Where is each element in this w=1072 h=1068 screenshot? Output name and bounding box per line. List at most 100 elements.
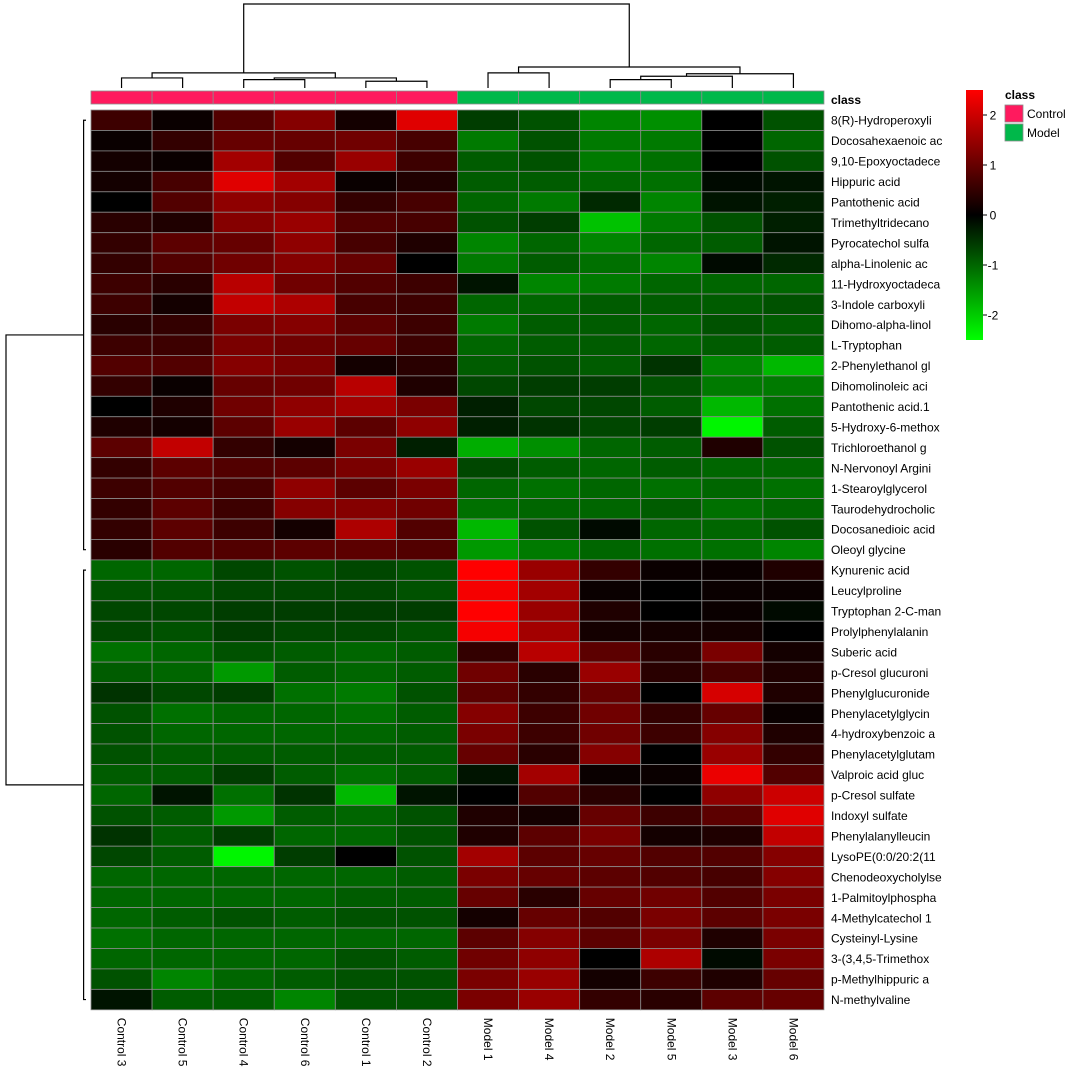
heatmap-cell: [395, 375, 458, 397]
row-label: Suberic acid: [831, 645, 897, 659]
heatmap-cell: [640, 988, 703, 1011]
heatmap-cell: [151, 600, 214, 622]
class-legend-title: class: [1005, 88, 1035, 102]
heatmap-cell: [273, 314, 336, 336]
heatmap-cell: [90, 682, 153, 704]
row-label: Pantothenic acid.1: [831, 400, 930, 414]
heatmap-cell: [273, 334, 336, 356]
heatmap-cell: [457, 579, 519, 602]
row-label: 1-Stearoylglycerol: [831, 482, 927, 496]
heatmap-cell: [762, 498, 825, 520]
heatmap-cell: [518, 804, 581, 827]
heatmap-cell: [579, 600, 642, 622]
heatmap-cell: [273, 948, 336, 970]
heatmap-cell: [212, 416, 275, 438]
heatmap-cell: [579, 498, 642, 520]
heatmap-cell: [151, 723, 214, 745]
heatmap-cell: [151, 170, 214, 193]
color-scale-ticks: 2 1 0 -1 -2: [983, 109, 999, 323]
heatmap-cell: [762, 661, 825, 684]
heatmap-cell: [90, 743, 153, 765]
heatmap-cell: [273, 109, 336, 131]
heatmap-cell: [457, 927, 519, 949]
heatmap-cell: [395, 702, 458, 724]
heatmap-cell: [518, 252, 581, 274]
heatmap-cell: [518, 620, 581, 643]
annotation-cell: [518, 90, 581, 105]
annotation-cell: [701, 90, 764, 105]
heatmap-cell: [151, 539, 214, 561]
heatmap-cell: [762, 886, 825, 908]
dendrogram-branch: [83, 119, 86, 551]
heatmap-cell: [640, 661, 703, 684]
heatmap-cell: [395, 273, 458, 295]
heatmap-cell: [90, 109, 153, 131]
heatmap-cell: [395, 416, 458, 438]
heatmap-cell: [151, 845, 214, 868]
row-label: L-Tryptophan: [831, 339, 902, 353]
heatmap-cell: [579, 109, 642, 131]
scale-tick-label: -2: [988, 309, 999, 323]
heatmap-cell: [518, 354, 581, 377]
heatmap-cell: [334, 825, 397, 847]
heatmap-cell: [151, 825, 214, 847]
heatmap-cell: [701, 804, 764, 827]
heatmap-cell: [212, 273, 275, 295]
heatmap-cell: [457, 988, 519, 1011]
row-label: 3-(3,4,5-Trimethox: [831, 952, 929, 966]
heatmap-cell: [762, 907, 825, 929]
heatmap-cell: [151, 416, 214, 438]
heatmap-cell: [273, 968, 336, 990]
heatmap-cell: [640, 334, 703, 356]
heatmap-cell: [762, 600, 825, 622]
column-label: Model 3: [725, 1018, 739, 1061]
heatmap-cell: [457, 682, 519, 704]
heatmap-cell: [273, 661, 336, 684]
heatmap-cell: [640, 354, 703, 377]
heatmap-cell: [579, 252, 642, 274]
heatmap-cell: [90, 416, 153, 438]
heatmap-cell: [334, 641, 397, 663]
heatmap-cell: [212, 579, 275, 602]
heatmap-cell: [395, 354, 458, 377]
heatmap-cell: [151, 395, 214, 418]
heatmap-cell: [701, 620, 764, 643]
heatmap-cell: [212, 702, 275, 724]
heatmap-cell: [90, 927, 153, 949]
heatmap-cell: [640, 314, 703, 336]
heatmap-cell: [457, 968, 519, 990]
heatmap-cell: [90, 354, 153, 377]
heatmap-cell: [334, 252, 397, 274]
heatmap-cell: [579, 170, 642, 193]
heatmap-cell: [334, 784, 397, 806]
heatmap-cell: [457, 416, 519, 438]
heatmap-cell: [640, 907, 703, 929]
row-label: Oleoyl glycine: [831, 543, 906, 557]
heatmap-cell: [457, 354, 519, 377]
heatmap-cell: [273, 498, 336, 520]
heatmap-cell: [151, 130, 214, 152]
heatmap-cell: [395, 314, 458, 336]
heatmap-cell: [701, 968, 764, 990]
heatmap-cell: [151, 354, 214, 377]
heatmap-cell: [90, 559, 153, 581]
heatmap-cell: [151, 109, 214, 131]
heatmap-cell: [457, 232, 519, 254]
row-label: Trimethyltridecano: [831, 216, 930, 230]
heatmap-cell: [518, 866, 581, 888]
heatmap-cell: [579, 579, 642, 602]
heatmap-cell: [640, 252, 703, 274]
heatmap-cell: [273, 354, 336, 377]
dendrogram-branch: [120, 77, 184, 88]
annotation-cell: [151, 90, 214, 105]
heatmap-cell: [518, 968, 581, 990]
heatmap-cell: [395, 170, 458, 193]
heatmap-cell: [701, 764, 764, 786]
heatmap-cell: [762, 743, 825, 765]
row-label: Dihomolinoleic aci: [831, 380, 928, 394]
class-legend-swatch: [1004, 104, 1024, 123]
heatmap-cell: [212, 130, 275, 152]
heatmap-cell: [457, 620, 519, 643]
heatmap-cell: [90, 375, 153, 397]
heatmap-cell: [90, 907, 153, 929]
